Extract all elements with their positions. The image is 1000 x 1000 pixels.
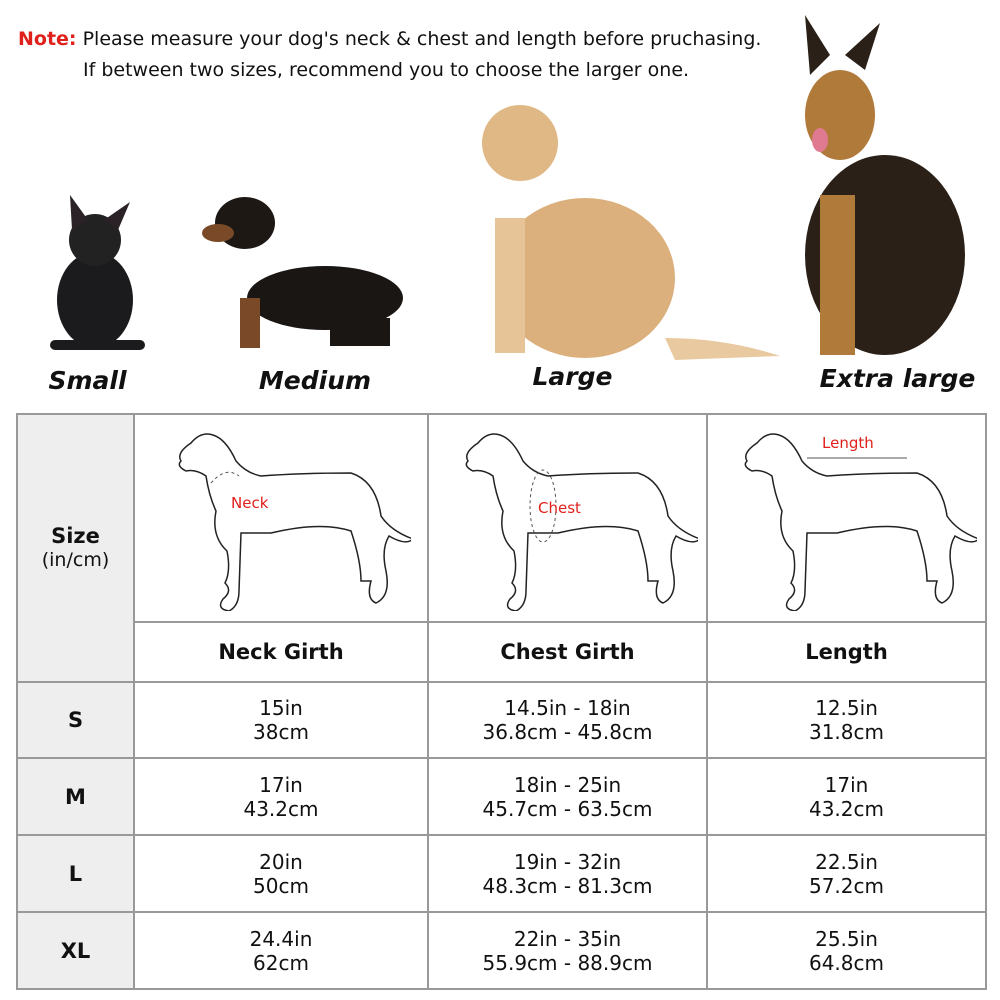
- measure-cell: 22.5in 57.2cm: [706, 834, 987, 913]
- table-row: L 20in 50cm 19in - 32in 48.3cm - 81.3cm 22.5i…: [16, 834, 987, 913]
- measure-cell: 15in 38cm: [133, 681, 429, 759]
- size-unit: (in/cm): [41, 549, 110, 571]
- size-cell: L: [16, 834, 135, 913]
- value-cm: 57.2cm: [808, 873, 884, 898]
- value-in: 22.5in: [815, 849, 878, 874]
- note-line1: Please measure your dog's neck & chest a…: [82, 28, 762, 50]
- value-cm: 62cm: [253, 950, 309, 975]
- value-cm: 50cm: [253, 873, 309, 898]
- col-neck-girth: Neck Girth: [133, 621, 429, 683]
- extra-large-dog-image: [805, 15, 965, 355]
- value-in: 22in - 35in: [513, 926, 622, 951]
- value-cm: 38cm: [253, 720, 309, 744]
- measure-cell: 18in - 25in 45.7cm - 63.5cm: [427, 757, 708, 836]
- measure-cell: 12.5in 31.8cm: [706, 681, 987, 759]
- size-table: Size (in/cm) Neck Chest Length Neck Girth…: [16, 413, 987, 990]
- neck-diagram: Neck: [133, 413, 429, 623]
- size-cell: S: [16, 681, 135, 759]
- dog-outline-neck: Neck: [178, 432, 415, 612]
- medium-dog-image: [202, 197, 403, 348]
- note-line2: If between two sizes, recommend you to c…: [83, 59, 690, 81]
- value-in: 19in - 32in: [513, 849, 622, 874]
- length-diagram: Length: [706, 413, 987, 623]
- diagram-label: Chest: [538, 499, 581, 517]
- size-header: Size (in/cm): [16, 413, 135, 683]
- table-row: XL 24.4in 62cm 22in - 35in 55.9cm - 88.9cm 25…: [16, 911, 987, 990]
- measure-cell: 19in - 32in 48.3cm - 81.3cm: [427, 834, 708, 913]
- measure-cell: 14.5in - 18in 36.8cm - 45.8cm: [427, 681, 708, 759]
- measure-cell: 20in 50cm: [133, 834, 429, 913]
- diagram-label: Length: [822, 434, 874, 452]
- size-cell: XL: [16, 911, 135, 990]
- diagram-label: Neck: [231, 494, 269, 512]
- value-in: 15in: [259, 696, 303, 720]
- table-row: M 17in 43.2cm 18in - 25in 45.7cm - 63.5cm 17i…: [16, 757, 987, 836]
- note-label: Note:: [18, 28, 77, 50]
- value-in: 18in - 25in: [513, 772, 622, 797]
- dog-outline-chest: Chest: [465, 432, 701, 612]
- note: Note: Please measure your dog's neck & c…: [18, 24, 761, 86]
- dog-label-large: Large: [532, 362, 613, 391]
- table-row: S 15in 38cm 14.5in - 18in 36.8cm - 45.8cm 12.…: [16, 681, 987, 759]
- value-in: 17in: [824, 772, 869, 797]
- value-in: 24.4in: [249, 926, 313, 951]
- size-cell: M: [16, 757, 135, 836]
- value-cm: 55.9cm - 88.9cm: [482, 950, 653, 975]
- value-cm: 31.8cm: [808, 720, 884, 744]
- value-in: 25.5in: [815, 926, 878, 951]
- value-in: 20in: [259, 849, 303, 874]
- dog-label-medium: Medium: [258, 366, 372, 395]
- value-cm: 64.8cm: [808, 950, 884, 975]
- measure-cell: 22in - 35in 55.9cm - 88.9cm: [427, 911, 708, 990]
- value-cm: 36.8cm - 45.8cm: [482, 720, 653, 744]
- dog-label-extra-large: Extra large: [819, 364, 976, 393]
- value-cm: 45.7cm - 63.5cm: [482, 796, 653, 821]
- value-cm: 43.2cm: [808, 796, 884, 821]
- value-in: 17in: [259, 772, 303, 797]
- value-cm: 43.2cm: [243, 796, 319, 821]
- measure-cell: 25.5in 64.8cm: [706, 911, 987, 990]
- small-dog-image: [50, 195, 145, 350]
- measure-cell: 17in 43.2cm: [133, 757, 429, 836]
- value-in: 12.5in: [815, 696, 878, 720]
- dog-outline-length: Length: [744, 432, 980, 612]
- chest-diagram: Chest: [427, 413, 708, 623]
- size-title: Size: [51, 524, 100, 548]
- col-chest-girth: Chest Girth: [427, 621, 708, 683]
- value-in: 14.5in - 18in: [504, 696, 631, 720]
- col-length: Length: [706, 621, 987, 683]
- dog-label-small: Small: [48, 366, 127, 395]
- large-dog-image: [482, 105, 780, 360]
- measure-cell: 17in 43.2cm: [706, 757, 987, 836]
- measure-cell: 24.4in 62cm: [133, 911, 429, 990]
- value-cm: 48.3cm - 81.3cm: [482, 873, 653, 898]
